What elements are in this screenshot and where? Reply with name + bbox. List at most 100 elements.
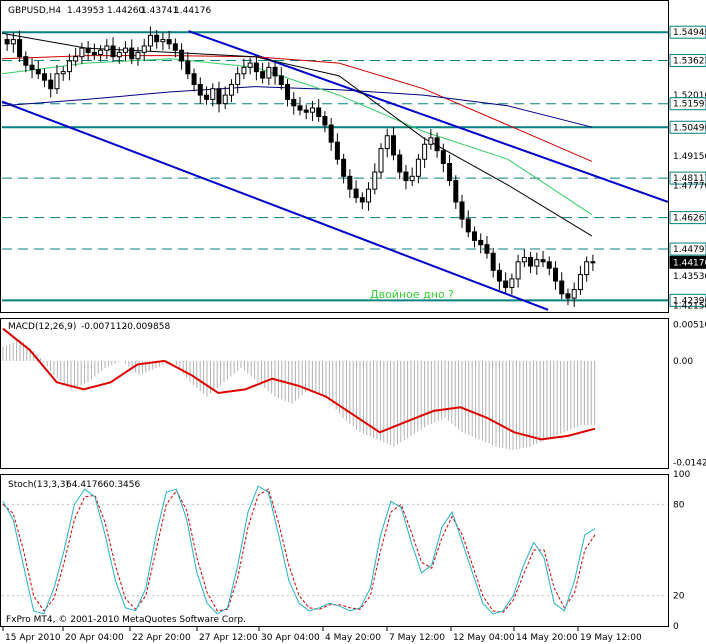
- copyright-text: FxPro MT4, © 2001-2010 MetaQuotes Softwa…: [6, 615, 246, 625]
- candle-body: [291, 98, 297, 107]
- candle-body: [390, 135, 396, 156]
- macd-axis-label: -0.014238: [673, 459, 706, 469]
- price-header: GBPUSD,H4 1.43953 1.44260 1.43741 1.4417…: [8, 6, 211, 16]
- candle-body: [428, 137, 434, 145]
- candle-body: [403, 171, 409, 182]
- candle-body: [129, 47, 135, 60]
- price-label: 1.46267: [673, 214, 706, 224]
- price-tag: [669, 25, 706, 39]
- price-label: 1.54945: [673, 28, 706, 38]
- candle-body: [73, 56, 79, 62]
- macd-signal-value: -0.009858: [124, 322, 170, 332]
- candle-body: [590, 261, 596, 264]
- horizontal-levels: [2, 31, 668, 302]
- price-tag: [669, 255, 706, 269]
- close-value: 1.44176: [174, 6, 211, 16]
- candle-body: [528, 257, 534, 267]
- candle-body: [60, 71, 66, 75]
- price-label: 1.47770: [673, 182, 706, 192]
- candle-body: [540, 259, 546, 263]
- candle-body: [135, 51, 141, 60]
- price-label: 1.44797: [673, 245, 706, 255]
- candle-body: [515, 261, 521, 280]
- candle-body: [179, 49, 185, 62]
- candle-body: [10, 39, 16, 45]
- candle-body: [546, 261, 552, 269]
- candle-body: [303, 109, 309, 113]
- double-bottom-annotation: Двойное дно ?: [370, 288, 454, 301]
- stochastic-header: Stoch(13,3,3) 64.4176 60.3456: [8, 480, 140, 490]
- stoch-signal-value: 60.3456: [103, 480, 140, 490]
- time-label: 27 Apr 12:00: [199, 633, 258, 643]
- candle-body: [409, 175, 415, 182]
- candle-body: [160, 39, 166, 43]
- candle-body: [166, 39, 172, 45]
- candle-body: [29, 64, 35, 70]
- candle-body: [397, 154, 403, 173]
- candle-body: [366, 188, 372, 203]
- candle-body: [266, 66, 272, 79]
- stoch-signal-line: [2, 488, 596, 613]
- candle-body: [534, 259, 540, 267]
- candle-body: [341, 158, 347, 177]
- stochastic-axis: 100 80 20 0: [673, 470, 690, 632]
- candle-body: [347, 175, 353, 190]
- candle-body: [216, 88, 222, 105]
- time-label: 30 Apr 04:00: [261, 633, 320, 643]
- candle-body: [297, 105, 303, 111]
- macd-axis-label: 0.00: [673, 357, 693, 367]
- price-pane[interactable]: 1.54945 1.53623 1.520101.51597 1.50496 1.491…: [1, 6, 706, 312]
- macd-axis-label: 0.005108: [673, 320, 706, 330]
- pane-frame-1: [0, 318, 669, 469]
- stoch-label: Stoch(13,3,3): [8, 480, 69, 490]
- candle-body: [79, 47, 85, 58]
- candle-body: [471, 231, 477, 241]
- time-label: 12 May 04:00: [453, 633, 515, 643]
- candle-body: [42, 73, 48, 81]
- candle-body: [565, 293, 571, 299]
- stoch-axis-label: 20: [673, 592, 685, 602]
- candle-body: [104, 45, 110, 51]
- candle-body: [272, 66, 278, 77]
- candle-body: [222, 94, 228, 105]
- candle-body: [110, 45, 116, 58]
- candle-body: [521, 257, 527, 263]
- candle-body: [85, 47, 91, 53]
- candle-body: [116, 51, 122, 58]
- price-tag: [669, 171, 706, 185]
- candle-body: [415, 158, 421, 177]
- candle-body: [172, 43, 178, 51]
- candle-body: [359, 197, 365, 203]
- macd-pane[interactable]: 0.005108 0.00 -0.014238 MACD(12,26,9) -0.0…: [2, 320, 706, 469]
- time-label: 22 Apr 20:00: [132, 633, 191, 643]
- stoch-axis-label: 80: [673, 500, 685, 510]
- symbol-label: GBPUSD,H4: [8, 6, 61, 16]
- price-tag: [669, 53, 706, 67]
- moving-average-0: [1, 55, 593, 162]
- time-label: 19 May 12:00: [580, 633, 642, 643]
- candle-body: [35, 68, 41, 75]
- price-axis: 1.54945 1.53623 1.520101.51597 1.50496 1.491…: [669, 25, 706, 312]
- candle-body: [559, 280, 565, 295]
- time-label: 20 Apr 04:00: [65, 633, 124, 643]
- pane-frame-2: [0, 474, 669, 627]
- time-label: 15 Apr 2010: [5, 633, 61, 643]
- stoch-main-line: [2, 485, 596, 615]
- candle-body: [434, 137, 440, 152]
- price-label: 1.50496: [673, 123, 706, 133]
- stochastic-lines: [2, 485, 596, 615]
- candle-body: [384, 135, 390, 150]
- price-tag: [669, 242, 706, 256]
- candle-body: [278, 75, 284, 85]
- candle-body: [334, 141, 340, 160]
- pane-frames: [0, 0, 669, 627]
- stochastic-pane[interactable]: 100 80 20 0 Stoch(13,3,3) 64.4176 60.3456 F…: [2, 470, 690, 632]
- price-label: 1.42396: [673, 296, 706, 306]
- candle-body: [241, 66, 247, 75]
- price-label: 1.43530: [673, 272, 706, 282]
- candle-body: [490, 252, 496, 271]
- candle-body: [503, 280, 509, 288]
- candle-body: [204, 94, 210, 100]
- time-label: 7 May 12:00: [389, 633, 445, 643]
